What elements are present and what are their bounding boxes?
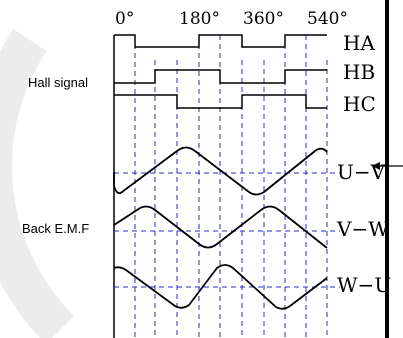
dashed-guides xyxy=(134,35,328,338)
watermark-arc xyxy=(0,28,75,338)
wu-label: W−U xyxy=(337,273,391,297)
degree-label-540: 540° xyxy=(307,9,348,29)
hall-waves xyxy=(114,34,327,109)
hc-wave xyxy=(114,94,327,109)
hb-label: HB xyxy=(343,60,375,84)
pointer-arrow xyxy=(372,162,380,170)
uv-wave xyxy=(113,146,328,196)
ha-wave xyxy=(114,34,327,48)
back-emf-label: Back E.M.F xyxy=(22,221,89,236)
degree-label-360: 360° xyxy=(243,9,284,29)
degree-label-0: 0° xyxy=(115,9,134,29)
wu-wave xyxy=(113,264,328,310)
emf-waves xyxy=(113,146,328,310)
uv-label: U−V xyxy=(337,160,386,184)
hall-signal-label: Hall signal xyxy=(28,75,88,90)
hc-label: HC xyxy=(343,92,376,116)
degree-label-180: 180° xyxy=(179,9,220,29)
vw-wave xyxy=(113,205,328,249)
emf-baselines xyxy=(114,172,340,288)
ha-label: HA xyxy=(343,31,375,55)
hb-wave xyxy=(114,69,327,84)
vw-label: V−W xyxy=(336,217,389,241)
